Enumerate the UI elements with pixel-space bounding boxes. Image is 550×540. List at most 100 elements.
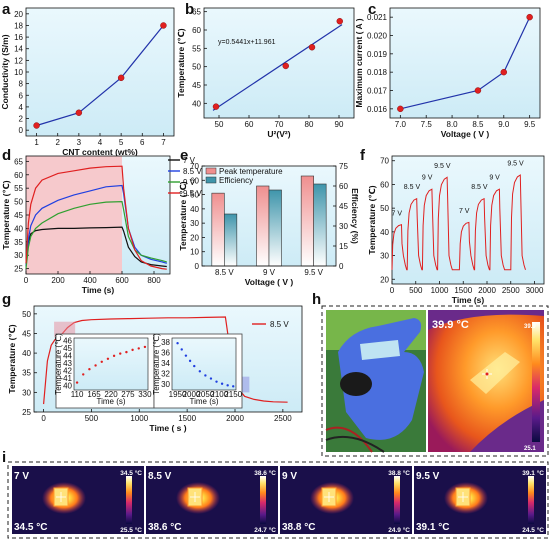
inset-plot xyxy=(73,337,149,391)
legend-label: 8.5 V xyxy=(183,167,202,176)
inset-y-axis-label: Temperature (℃) xyxy=(152,333,161,395)
y-axis-label: Temperature (℃) xyxy=(178,181,188,250)
y2-tick-label: 15 xyxy=(339,242,348,251)
inset-y-axis-label: Temperature (℃) xyxy=(54,333,63,395)
series-line xyxy=(400,16,531,110)
bar-peak-temperature xyxy=(211,192,225,267)
cycle-label: 9 V xyxy=(422,175,433,182)
panel-label-a: a xyxy=(2,1,11,18)
x-tick-label: 0 xyxy=(41,414,46,423)
series-line-9.5V xyxy=(25,165,167,270)
inset-data-point xyxy=(137,347,140,350)
x-axis-label: Voltage ( V ) xyxy=(441,129,490,139)
inset-data-point xyxy=(119,352,122,355)
y-tick-label: 0.020 xyxy=(367,32,388,41)
y-tick-label: 16 xyxy=(14,33,23,42)
panel-i-thermal-row: 7 V 34.5 °C 34.5 °C 25.5 °C 8.5 V 38.6 °C 38.6… xyxy=(7,461,549,539)
zoom-region-heating xyxy=(54,321,76,338)
bar-peak-temperature xyxy=(300,175,314,267)
y-tick-label: 70 xyxy=(380,157,389,166)
y-axis-label: Maximum current ( A ) xyxy=(354,18,364,107)
y-tick-label: 50 xyxy=(380,204,389,213)
y-tick-label: 55 xyxy=(14,184,23,193)
data-point xyxy=(75,109,83,116)
y-tick-label: 60 xyxy=(14,171,23,180)
x-axis-label: Time ( s ) xyxy=(149,423,186,433)
inset-data-point xyxy=(131,348,134,352)
plot-frame xyxy=(33,305,303,413)
legend-label: 9 V xyxy=(183,178,196,187)
bar-peak-temperature xyxy=(256,185,270,267)
series-line xyxy=(36,25,164,127)
inset-data-point xyxy=(184,354,188,357)
x-tick-label: 3000 xyxy=(526,286,544,295)
fit-equation: y=0.5441x+11.961 xyxy=(218,39,276,46)
y2-tick-label: 30 xyxy=(339,222,348,231)
y-tick-label: 40 xyxy=(192,99,201,108)
cycle-label: 7 V xyxy=(391,210,402,217)
measured-temp-label: 39.1 °C xyxy=(416,522,449,533)
inset-data-point xyxy=(204,374,207,377)
thermal-image-4: 9.5 V 39.1 °C 39.1 °C 24.5 °C xyxy=(414,466,546,534)
y-axis-label: Temperature (℃) xyxy=(7,324,17,393)
x-axis-label: Voltage ( V ) xyxy=(245,277,294,287)
inset-data-point xyxy=(198,370,202,373)
inset-x-tick-label: 220 xyxy=(104,390,118,399)
x-tick-label: 7.5 xyxy=(421,120,433,129)
y-axis-label: Temperature (℃) xyxy=(176,28,186,97)
x-tick-label: 4 xyxy=(98,138,103,147)
y-tick-label: 40 xyxy=(22,349,31,358)
y-tick-label: 0.019 xyxy=(367,50,388,59)
x-axis-label: Time (s) xyxy=(452,295,485,305)
y-axis-label: Conductivity (S/m) xyxy=(0,34,10,109)
x-tick-label: 9.5 V xyxy=(304,268,323,277)
measured-temp-label: 38.6 °C xyxy=(148,522,181,533)
y-tick-label: 65 xyxy=(192,8,201,17)
plot-area xyxy=(26,8,174,136)
data-point xyxy=(526,13,533,21)
y-tick-label: 60 xyxy=(192,26,201,35)
y-tick-label: 60 xyxy=(380,180,389,189)
x-tick-label: 50 xyxy=(215,120,224,129)
x-tick-label: 7 xyxy=(161,138,166,147)
chart-b: 50 60 70 80 90 40 45 50 55 60 65 U²(V²) Temperature … xyxy=(176,7,355,139)
inset-data-point xyxy=(125,350,128,354)
inset-y-tick-label: 40 xyxy=(63,381,72,390)
x-tick-label: 70 xyxy=(275,120,284,129)
panel-label-f: f xyxy=(360,147,366,164)
scale-max-label: 38.8 °C xyxy=(388,469,410,477)
x-tick-label: 80 xyxy=(305,120,314,129)
scale-min-label: 24.7 °C xyxy=(254,526,276,534)
x-tick-label: 2500 xyxy=(274,414,292,423)
legend-swatch xyxy=(205,167,217,175)
inset-x-axis-label: Time (s) xyxy=(189,397,218,406)
y-tick-label: 18 xyxy=(14,21,23,30)
y-tick-label: 0.016 xyxy=(367,105,388,114)
x-tick-label: 2000 xyxy=(478,286,496,295)
panel-label-d: d xyxy=(2,147,11,164)
crosshair-icon xyxy=(482,369,492,379)
panel-label-i: i xyxy=(2,449,6,466)
inset-x-tick-label: 330 xyxy=(138,390,152,399)
y-tick-label: 30 xyxy=(190,219,199,228)
y2-tick-label: 75 xyxy=(339,162,348,171)
data-point xyxy=(33,122,40,129)
scale-max-label: 38.6 °C xyxy=(254,469,276,477)
thermal-image-1: 7 V 34.5 °C 34.5 °C 25.5 °C xyxy=(12,466,144,534)
data-point xyxy=(500,68,507,76)
y-tick-label: 45 xyxy=(22,329,31,338)
chart-c: 7.0 7.5 8.0 8.5 9.0 9.5 0.016 0.017 0.018 0.019 0.… xyxy=(354,7,541,139)
y-tick-label: 35 xyxy=(22,369,31,378)
legend-label: Peak temperature xyxy=(219,167,283,176)
panel-label-g: g xyxy=(2,291,11,308)
inset-y-tick-label: 36 xyxy=(161,349,170,358)
panel-label-e: e xyxy=(180,147,188,164)
inset-x-tick-label: 2150 xyxy=(224,390,242,399)
y-tick-label: 40 xyxy=(14,224,23,233)
y-tick-label: 55 xyxy=(192,44,201,53)
legend-label: 9.5 V xyxy=(183,189,202,198)
voltage-label: 9 V xyxy=(282,471,297,482)
inset-y-tick-label: 42 xyxy=(63,366,72,375)
